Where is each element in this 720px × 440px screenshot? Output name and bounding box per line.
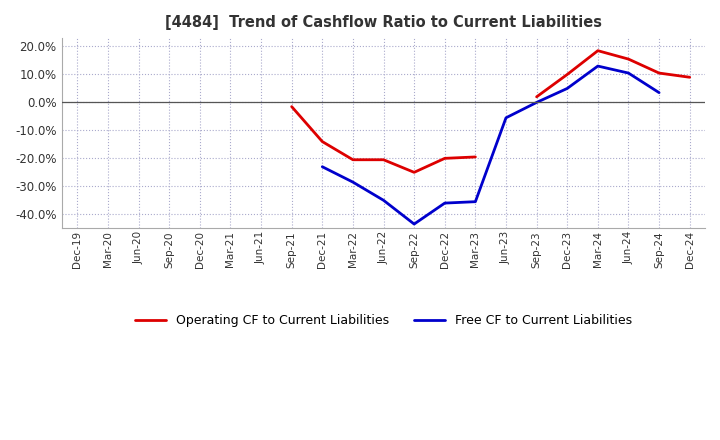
Free CF to Current Liabilities xyxy=(563,86,572,91)
Legend: Operating CF to Current Liabilities, Free CF to Current Liabilities: Operating CF to Current Liabilities, Fre… xyxy=(135,314,632,327)
Free CF to Current Liabilities xyxy=(348,180,357,185)
Operating CF to Current Liabilities xyxy=(685,75,694,80)
Operating CF to Current Liabilities xyxy=(379,157,388,162)
Operating CF to Current Liabilities xyxy=(532,94,541,99)
Free CF to Current Liabilities xyxy=(410,221,418,227)
Free CF to Current Liabilities xyxy=(532,100,541,105)
Free CF to Current Liabilities xyxy=(471,199,480,204)
Free CF to Current Liabilities xyxy=(624,70,633,76)
Operating CF to Current Liabilities xyxy=(348,157,357,162)
Free CF to Current Liabilities xyxy=(654,90,663,95)
Operating CF to Current Liabilities xyxy=(287,104,296,109)
Operating CF to Current Liabilities xyxy=(624,56,633,62)
Line: Free CF to Current Liabilities: Free CF to Current Liabilities xyxy=(323,66,659,224)
Operating CF to Current Liabilities xyxy=(471,154,480,160)
Line: Operating CF to Current Liabilities: Operating CF to Current Liabilities xyxy=(292,51,690,172)
Operating CF to Current Liabilities xyxy=(318,139,327,144)
Operating CF to Current Liabilities xyxy=(593,48,602,53)
Title: [4484]  Trend of Cashflow Ratio to Current Liabilities: [4484] Trend of Cashflow Ratio to Curren… xyxy=(165,15,602,30)
Operating CF to Current Liabilities xyxy=(654,70,663,76)
Operating CF to Current Liabilities xyxy=(563,72,572,77)
Operating CF to Current Liabilities xyxy=(410,170,418,175)
Free CF to Current Liabilities xyxy=(593,63,602,69)
Free CF to Current Liabilities xyxy=(441,201,449,206)
Free CF to Current Liabilities xyxy=(379,198,388,203)
Operating CF to Current Liabilities xyxy=(441,156,449,161)
Free CF to Current Liabilities xyxy=(318,164,327,169)
Free CF to Current Liabilities xyxy=(502,115,510,121)
